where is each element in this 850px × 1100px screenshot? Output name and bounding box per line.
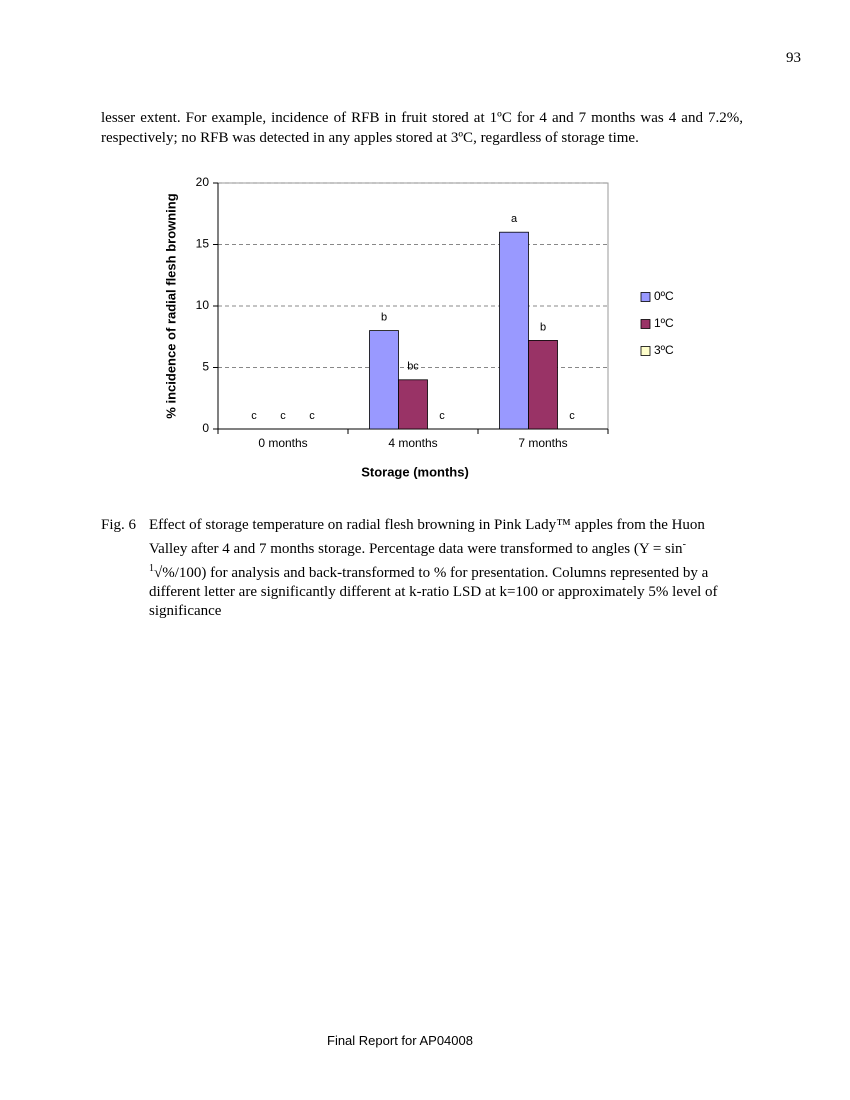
bar [528, 340, 558, 430]
y-axis-label: % incidence of radial flesh browning [163, 193, 178, 418]
bar [369, 330, 399, 430]
y-tick-label: 20 [196, 175, 210, 189]
legend-swatch [640, 346, 651, 356]
significance-letter: b [381, 312, 387, 324]
caption-text: Effect of storage temperature on radial … [149, 516, 741, 621]
caption: Fig. 6 Effect of storage temperature on … [101, 516, 741, 621]
legend-swatch [640, 319, 651, 329]
x-axis-label: Storage (months) [361, 464, 469, 479]
legend-swatch [640, 292, 651, 302]
y-tick-label: 15 [196, 237, 210, 251]
x-tick-label: 7 months [518, 436, 567, 450]
significance-letter: c [280, 410, 286, 422]
page-number: 93 [786, 50, 801, 66]
legend-label: 3ºC [654, 343, 674, 357]
caption-text-before: Effect of storage temperature on radial … [149, 517, 705, 557]
paragraph: lesser extent. For example, incidence of… [101, 110, 743, 146]
footer: Final Report for AP04008 [327, 1033, 473, 1048]
significance-letter: c [569, 410, 575, 422]
x-tick-label: 4 months [388, 436, 437, 450]
y-tick-label: 10 [196, 298, 210, 312]
y-tick-label: 0 [202, 421, 209, 435]
caption-label: Fig. 6 [101, 517, 137, 533]
chart: % incidence of radial flesh browning Sto… [163, 175, 674, 479]
legend-label: 1ºC [654, 316, 674, 330]
significance-letter: c [439, 410, 445, 422]
legend-label: 0ºC [654, 289, 674, 303]
x-tick-label: 0 months [258, 436, 307, 450]
y-tick-label: 5 [202, 360, 209, 374]
significance-letter: a [511, 213, 518, 225]
significance-letter: bc [407, 361, 419, 373]
bar [398, 379, 428, 430]
caption-text-after: √%/100) for analysis and back-transforme… [149, 565, 718, 619]
bar [499, 231, 529, 430]
significance-letter: b [540, 321, 546, 333]
caption-superscript: -1 [149, 539, 686, 574]
significance-letter: c [309, 410, 315, 422]
significance-letter: c [251, 410, 257, 422]
